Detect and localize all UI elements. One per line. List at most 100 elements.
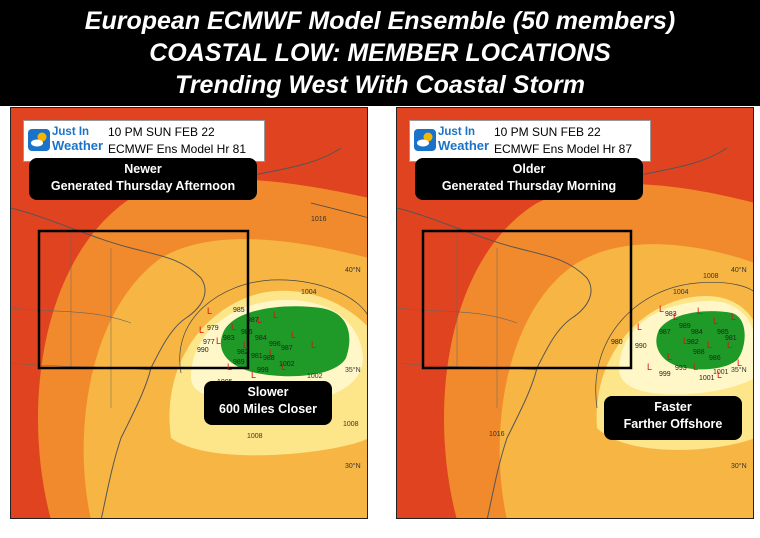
latitude-label: 30°N — [731, 462, 747, 470]
title-line-3: Trending West With Coastal Storm — [175, 71, 585, 99]
sun-cloud-icon — [28, 129, 50, 151]
title-line-2: COASTAL LOW: MEMBER LOCATIONS — [149, 39, 611, 67]
member-low-marker: L — [291, 330, 296, 340]
trend-subtitle: 600 Miles Closer — [219, 402, 317, 416]
run-label-box: Newer Generated Thursday Afternoon — [29, 158, 257, 200]
member-pressure-value: 981 — [725, 335, 737, 342]
map-panel-newer: L L L L L L L L L L L L L 985 987 979 977 99… — [10, 107, 368, 519]
member-pressure-value: 982 — [237, 349, 249, 356]
member-low-marker: L — [673, 312, 678, 322]
isobar-label: 1008 — [247, 433, 263, 440]
member-pressure-value: 999 — [659, 371, 671, 378]
member-low-marker: L — [647, 362, 652, 372]
member-pressure-value: 983 — [665, 311, 677, 318]
member-pressure-value: 985 — [233, 307, 245, 314]
member-pressure-value: 977 — [203, 339, 215, 346]
just-in-weather-logo: Just In Weather — [28, 125, 104, 159]
latitude-label: 35°N — [345, 366, 361, 374]
member-pressure-value: 987 — [247, 317, 259, 324]
member-low-marker: L — [207, 306, 212, 316]
member-low-marker: L — [683, 336, 688, 346]
member-low-marker: L — [199, 325, 204, 335]
member-low-marker: L — [731, 312, 736, 322]
member-pressure-value: 999 — [257, 367, 269, 374]
member-pressure-value: 987 — [281, 345, 293, 352]
logo-text-line-1: Just In — [438, 126, 476, 138]
member-low-marker: L — [707, 340, 712, 350]
member-low-marker: L — [273, 310, 278, 320]
run-label-box: Older Generated Thursday Morning — [415, 158, 643, 200]
isobar-label: 1001 — [713, 369, 729, 376]
model-info-box: Just In Weather 10 PM SUN FEB 22 ECMWF E… — [23, 120, 265, 162]
member-pressure-value: 984 — [255, 335, 267, 342]
member-low-marker: L — [269, 348, 274, 358]
member-pressure-value: 990 — [635, 343, 647, 350]
member-pressure-value: 986 — [709, 355, 721, 362]
member-low-marker: L — [693, 362, 698, 372]
member-low-marker: L — [257, 315, 262, 325]
member-pressure-value: 988 — [693, 349, 705, 356]
latitude-label: 30°N — [345, 462, 361, 470]
member-pressure-value: 983 — [223, 335, 235, 342]
title-line-1: European ECMWF Model Ensemble (50 member… — [84, 7, 676, 35]
isobar-label: 1016 — [311, 216, 327, 223]
logo-text-line-2: Weather — [438, 138, 490, 153]
member-pressure-value: 984 — [691, 329, 703, 336]
just-in-weather-logo: Just In Weather — [414, 125, 490, 159]
member-low-marker: L — [717, 370, 722, 380]
member-pressure-value: 986 — [241, 329, 253, 336]
member-low-marker: L — [311, 340, 316, 350]
latitude-label: 35°N — [731, 366, 747, 374]
isobar-label: 1008 — [343, 421, 359, 428]
member-low-marker: L — [231, 322, 236, 332]
member-pressure-value: 982 — [687, 339, 699, 346]
run-title: Newer — [124, 162, 162, 176]
valid-time: 10 PM SUN FEB 22 — [108, 125, 215, 139]
model-run: ECMWF Ens Model Hr 81 — [108, 142, 247, 156]
member-pressure-value: 989 — [233, 359, 245, 366]
isobar-label: 1008 — [703, 273, 719, 280]
member-low-marker: L — [216, 336, 221, 346]
run-title: Older — [512, 162, 546, 176]
title-banner: European ECMWF Model Ensemble (50 member… — [0, 0, 760, 106]
logo-text-line-1: Just In — [52, 126, 90, 138]
member-pressure-value: 988 — [263, 355, 275, 362]
member-low-marker: L — [251, 370, 256, 380]
member-pressure-value: 987 — [659, 329, 671, 336]
isobar-label: 1002 — [307, 373, 323, 380]
member-pressure-value: 1002 — [279, 361, 295, 368]
isobar-label: 1004 — [301, 289, 317, 296]
run-subtitle: Generated Thursday Afternoon — [50, 179, 236, 193]
latitude-label: 40°N — [731, 266, 747, 274]
trend-title: Slower — [247, 385, 289, 399]
member-pressure-value: 990 — [197, 347, 209, 354]
run-subtitle: Generated Thursday Morning — [441, 179, 617, 193]
latitude-label: 40°N — [345, 266, 361, 274]
member-low-marker: L — [667, 352, 672, 362]
trend-note-box: Slower 600 Miles Closer — [204, 381, 332, 425]
member-low-marker: L — [727, 340, 732, 350]
map-panel-older: L L L L L L L L L L L L L L 983 989 980 987… — [396, 107, 754, 519]
model-info-box: Just In Weather 10 PM SUN FEB 22 ECMWF E… — [409, 120, 651, 162]
trend-title: Faster — [654, 400, 692, 414]
logo-text-line-2: Weather — [52, 138, 104, 153]
trend-subtitle: Farther Offshore — [623, 417, 723, 431]
member-pressure-value: 989 — [679, 323, 691, 330]
member-low-marker: L — [697, 306, 702, 316]
model-run: ECMWF Ens Model Hr 87 — [494, 142, 633, 156]
member-pressure-value: 985 — [717, 329, 729, 336]
isobar-label: 1016 — [489, 431, 505, 438]
member-low-marker: L — [227, 362, 232, 372]
member-pressure-value: 979 — [207, 325, 219, 332]
sun-cloud-icon — [414, 129, 436, 151]
member-pressure-value: 981 — [251, 353, 263, 360]
member-low-marker: L — [713, 316, 718, 326]
isobar-label: 1004 — [673, 289, 689, 296]
member-pressure-value: 993 — [675, 365, 687, 372]
member-low-marker: L — [737, 358, 742, 368]
member-pressure-value: 1001 — [699, 375, 715, 382]
member-low-marker: L — [637, 322, 642, 332]
member-low-marker: L — [243, 340, 248, 350]
member-low-marker: L — [659, 304, 664, 314]
